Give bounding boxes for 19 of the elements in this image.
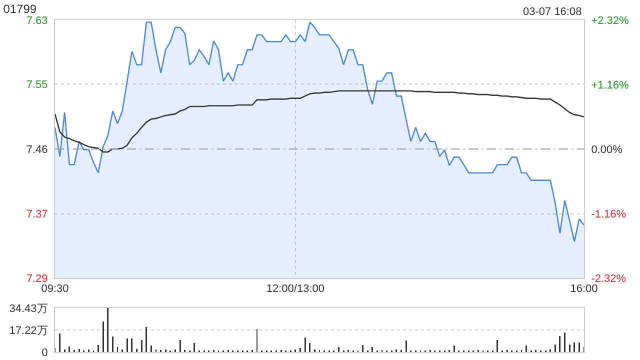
x-tick-label: 09:30 <box>41 283 69 296</box>
x-tick-label: 16:00 <box>570 283 598 296</box>
y-tick-label: 7.63 <box>26 14 48 27</box>
y-tick-label: 7.29 <box>26 272 48 285</box>
y-tick-label: 7.37 <box>26 208 48 221</box>
y2-tick-label: +1.16% <box>591 79 630 92</box>
y-tick-label: 34.43万 <box>9 302 48 315</box>
chart-title: 01799 <box>3 2 37 16</box>
y-tick-label: 17.22万 <box>9 324 48 337</box>
text: 03-07 16:08 <box>523 6 582 18</box>
y2-tick-label: +2.32% <box>591 14 630 27</box>
y2-tick-label: 0.00% <box>591 144 623 156</box>
y2-tick-label: -2.32% <box>591 272 626 285</box>
y2-tick-label: -1.16% <box>591 208 626 220</box>
y-tick-label: 0 <box>42 346 48 359</box>
x-tick-label: 12:00/13:00 <box>266 283 325 296</box>
y-tick-label: 7.46 <box>26 144 48 156</box>
y-tick-label: 7.55 <box>26 78 48 91</box>
line-series <box>55 90 584 153</box>
